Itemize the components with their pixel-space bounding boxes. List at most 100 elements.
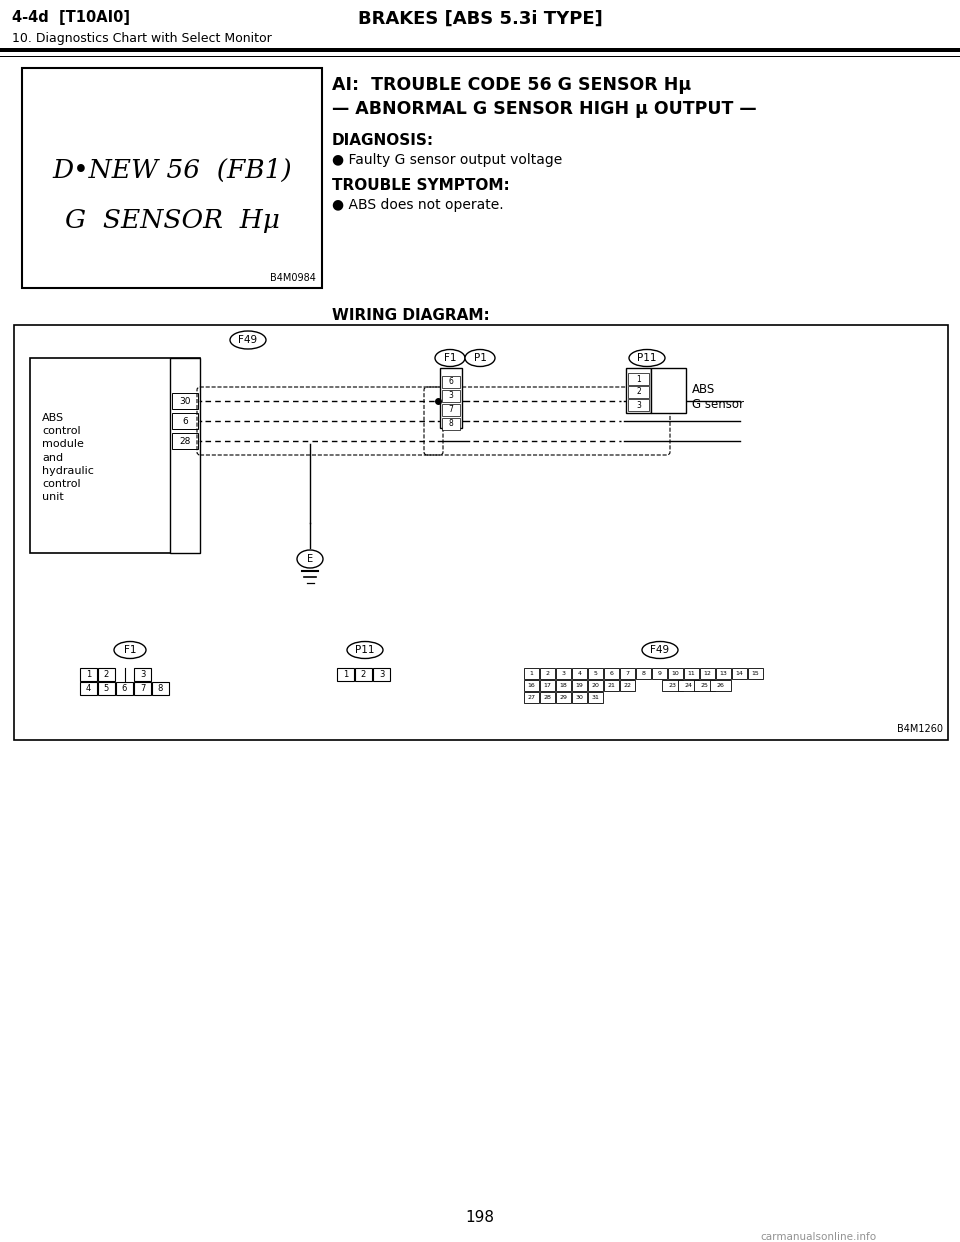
Bar xyxy=(732,668,747,679)
Text: 2: 2 xyxy=(636,388,641,396)
Bar xyxy=(604,681,619,691)
Bar xyxy=(572,692,587,703)
Text: P11: P11 xyxy=(355,645,374,655)
Text: 13: 13 xyxy=(720,671,728,676)
Text: 3: 3 xyxy=(379,669,384,679)
Bar xyxy=(440,368,462,428)
Ellipse shape xyxy=(297,550,323,568)
Bar xyxy=(748,668,763,679)
Text: 2: 2 xyxy=(361,669,366,679)
Text: WIRING DIAGRAM:: WIRING DIAGRAM: xyxy=(332,308,490,323)
Text: 7: 7 xyxy=(626,671,630,676)
Bar xyxy=(628,399,649,411)
Bar xyxy=(30,358,200,553)
Text: 30: 30 xyxy=(180,396,191,405)
Text: 8: 8 xyxy=(448,420,453,428)
Bar xyxy=(668,668,683,679)
Bar xyxy=(172,414,198,428)
Text: 3: 3 xyxy=(448,391,453,400)
Bar xyxy=(556,692,571,703)
Bar xyxy=(98,668,115,681)
Text: 15: 15 xyxy=(752,671,759,676)
Text: 4: 4 xyxy=(85,684,91,693)
Bar xyxy=(694,681,715,691)
Bar xyxy=(14,325,948,740)
Text: 28: 28 xyxy=(180,436,191,446)
Bar xyxy=(442,419,460,430)
Text: 20: 20 xyxy=(591,683,599,688)
Text: ABS
control
module
and
hydraulic
control
unit: ABS control module and hydraulic control… xyxy=(42,414,94,502)
Bar xyxy=(0,48,960,52)
Text: 198: 198 xyxy=(466,1210,494,1225)
Bar xyxy=(524,681,539,691)
Text: 9: 9 xyxy=(658,671,661,676)
Bar xyxy=(540,692,555,703)
Text: 6: 6 xyxy=(182,416,188,426)
Text: 1: 1 xyxy=(530,671,534,676)
Bar xyxy=(540,668,555,679)
Bar xyxy=(152,682,169,696)
Ellipse shape xyxy=(642,642,678,658)
Bar xyxy=(355,668,372,681)
Bar xyxy=(628,386,649,397)
Text: — ABNORMAL G SENSOR HIGH μ OUTPUT —: — ABNORMAL G SENSOR HIGH μ OUTPUT — xyxy=(332,101,756,118)
Text: 2: 2 xyxy=(104,669,109,679)
Bar xyxy=(620,681,635,691)
Text: F1: F1 xyxy=(124,645,136,655)
Bar xyxy=(134,682,151,696)
Text: 19: 19 xyxy=(576,683,584,688)
Text: 5: 5 xyxy=(104,684,109,693)
Bar xyxy=(626,368,651,414)
Text: 17: 17 xyxy=(543,683,551,688)
Text: 30: 30 xyxy=(576,696,584,700)
Ellipse shape xyxy=(465,349,495,366)
Bar xyxy=(524,668,539,679)
Bar xyxy=(556,681,571,691)
Text: 1: 1 xyxy=(343,669,348,679)
Text: AI:  TROUBLE CODE 56 G SENSOR Hμ: AI: TROUBLE CODE 56 G SENSOR Hμ xyxy=(332,76,691,94)
Text: 10: 10 xyxy=(672,671,680,676)
Text: 25: 25 xyxy=(701,683,708,688)
Text: 29: 29 xyxy=(560,696,567,700)
Text: BRAKES [ABS 5.3i TYPE]: BRAKES [ABS 5.3i TYPE] xyxy=(358,10,602,29)
Text: 8: 8 xyxy=(641,671,645,676)
Bar xyxy=(98,682,115,696)
Text: 12: 12 xyxy=(704,671,711,676)
Bar xyxy=(651,368,686,414)
Ellipse shape xyxy=(435,349,465,366)
Bar xyxy=(172,433,198,450)
Bar xyxy=(572,681,587,691)
Bar xyxy=(80,668,97,681)
Text: 5: 5 xyxy=(593,671,597,676)
Bar xyxy=(652,668,667,679)
Text: 3: 3 xyxy=(140,669,145,679)
Text: 7: 7 xyxy=(448,405,453,415)
Text: 4-4d  [T10AI0]: 4-4d [T10AI0] xyxy=(12,10,130,25)
Bar xyxy=(588,668,603,679)
Text: 28: 28 xyxy=(543,696,551,700)
Bar xyxy=(556,668,571,679)
Ellipse shape xyxy=(347,642,383,658)
Text: ABS
G sensor: ABS G sensor xyxy=(692,383,744,411)
Text: ● ABS does not operate.: ● ABS does not operate. xyxy=(332,197,504,212)
Text: 4: 4 xyxy=(578,671,582,676)
Text: 7: 7 xyxy=(140,684,145,693)
Bar xyxy=(588,681,603,691)
Bar xyxy=(678,681,699,691)
Text: 31: 31 xyxy=(591,696,599,700)
Text: 11: 11 xyxy=(687,671,695,676)
Bar xyxy=(620,668,635,679)
Bar xyxy=(540,681,555,691)
Bar xyxy=(524,692,539,703)
Text: 23: 23 xyxy=(668,683,677,688)
Text: 3: 3 xyxy=(562,671,565,676)
Text: F49: F49 xyxy=(651,645,669,655)
Ellipse shape xyxy=(230,332,266,349)
Text: D•NEW 56  (FB1): D•NEW 56 (FB1) xyxy=(52,158,292,183)
Text: 16: 16 xyxy=(528,683,536,688)
Text: F1: F1 xyxy=(444,353,456,363)
Text: 6: 6 xyxy=(122,684,127,693)
Text: 6: 6 xyxy=(448,378,453,386)
Bar xyxy=(116,682,133,696)
Text: 10. Diagnostics Chart with Select Monitor: 10. Diagnostics Chart with Select Monito… xyxy=(12,32,272,45)
